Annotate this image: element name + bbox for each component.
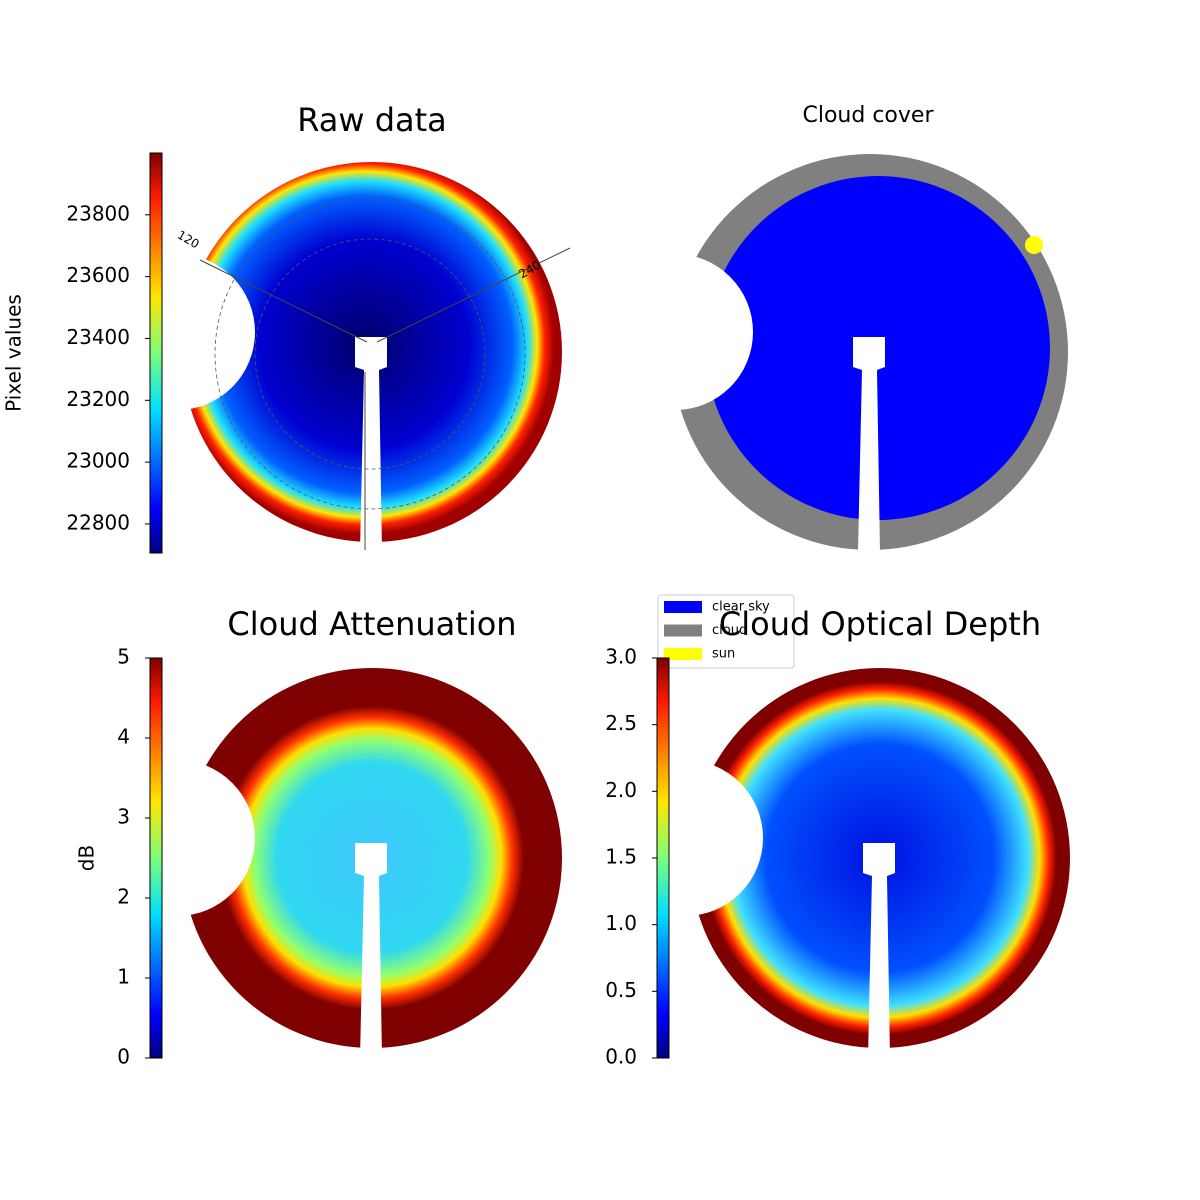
azimuth-line <box>376 247 571 343</box>
image-cutout <box>607 760 763 916</box>
legend-label: cloud <box>712 623 747 638</box>
colorbar-tick-label: 0.0 <box>605 1045 637 1069</box>
colorbar-tick-label: 0.5 <box>605 978 637 1002</box>
colorbar-tick-label: 1.0 <box>605 911 637 935</box>
zenith-circle <box>254 238 486 470</box>
colorbar <box>656 657 670 1059</box>
colorbar-tick-label: 3.0 <box>605 645 637 669</box>
panel-title: Cloud Attenuation <box>227 605 516 643</box>
colorbar-tick-label: 4 <box>117 725 130 749</box>
mast-shadow <box>355 337 387 552</box>
mast-shadow <box>853 337 885 552</box>
colorbar-tick-label: 2.5 <box>605 711 637 735</box>
panel-title: Cloud cover <box>803 103 935 128</box>
legend-label: sun <box>712 647 735 662</box>
azimuth-line <box>199 259 368 343</box>
legend-swatch <box>664 601 702 613</box>
colorbar-tick-label: 2 <box>117 885 130 909</box>
colorbar <box>149 657 163 1059</box>
zenith-circle <box>214 198 526 510</box>
sun-marker <box>1025 236 1043 254</box>
panel-title: Cloud Optical Depth <box>719 605 1041 643</box>
image-cutout <box>597 254 753 410</box>
colorbar-tick-label: 23000 <box>66 449 130 473</box>
colorbar <box>149 152 163 554</box>
mast-shadow <box>863 843 895 1058</box>
colorbar-tick-label: 5 <box>117 645 130 669</box>
colorbar-tick-label: 1 <box>117 965 130 989</box>
mast-shadow <box>355 843 387 1058</box>
colorbar-tick-label: 23400 <box>66 325 130 349</box>
colorbar-tick-label: 3 <box>117 805 130 829</box>
panel-title: Raw data <box>297 101 447 139</box>
colorbar-tick-label: 23800 <box>66 201 130 225</box>
colorbar-tick-label: 23200 <box>66 387 130 411</box>
image-cutout <box>99 760 255 916</box>
colorbar-label: Pixel values <box>2 294 26 412</box>
legend-swatch <box>664 624 702 637</box>
colorbar-tick-label: 0 <box>117 1045 130 1069</box>
legend-label: clear sky <box>712 600 770 615</box>
colorbar-tick-label: 23600 <box>66 263 130 287</box>
legend-swatch <box>664 648 702 660</box>
colorbar-label: dB <box>75 845 99 871</box>
azimuth-label: 120 <box>175 228 202 252</box>
colorbar-tick-label: 2.0 <box>605 778 637 802</box>
colorbar-tick-label: 22800 <box>66 510 130 534</box>
colorbar-tick-label: 1.5 <box>605 845 637 869</box>
